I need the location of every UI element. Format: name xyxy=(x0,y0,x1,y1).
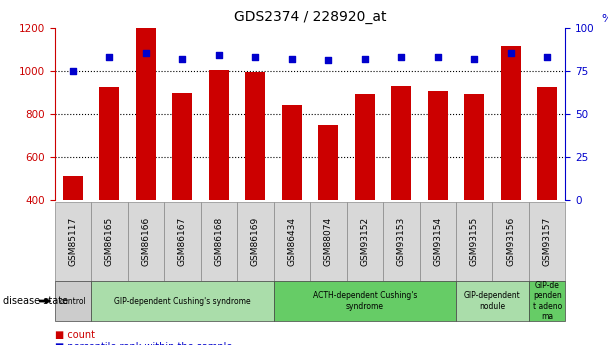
Point xyxy=(178,56,187,61)
Point xyxy=(506,51,516,56)
Bar xyxy=(136,28,156,200)
Point xyxy=(469,56,479,61)
Text: GSM86167: GSM86167 xyxy=(178,217,187,266)
Text: GSM86434: GSM86434 xyxy=(288,217,296,266)
Text: GSM88074: GSM88074 xyxy=(324,217,333,266)
Text: GSM93156: GSM93156 xyxy=(506,217,515,266)
Text: GSM85117: GSM85117 xyxy=(69,217,77,266)
Text: disease state: disease state xyxy=(3,296,68,306)
Text: GSM93155: GSM93155 xyxy=(470,217,478,266)
Text: GSM93153: GSM93153 xyxy=(397,217,406,266)
Point xyxy=(250,54,260,60)
Text: GSM93152: GSM93152 xyxy=(361,217,369,266)
Point xyxy=(542,54,552,60)
Bar xyxy=(172,93,192,200)
Point xyxy=(214,52,224,58)
Bar xyxy=(537,87,557,200)
Bar xyxy=(427,91,447,200)
Bar xyxy=(464,95,484,200)
Text: ■ percentile rank within the sample: ■ percentile rank within the sample xyxy=(55,342,232,345)
Bar xyxy=(391,86,411,200)
Text: GSM93157: GSM93157 xyxy=(543,217,551,266)
Title: GDS2374 / 228920_at: GDS2374 / 228920_at xyxy=(234,10,386,24)
Bar xyxy=(282,105,302,200)
Bar xyxy=(354,95,375,200)
Text: GSM86169: GSM86169 xyxy=(251,217,260,266)
Point xyxy=(105,54,114,60)
Point xyxy=(323,58,333,63)
Text: GSM93154: GSM93154 xyxy=(434,217,442,266)
Bar xyxy=(209,70,229,200)
Bar xyxy=(318,125,338,200)
Text: GIP-dependent Cushing's syndrome: GIP-dependent Cushing's syndrome xyxy=(114,296,250,306)
Bar xyxy=(500,46,520,200)
Bar xyxy=(99,87,119,200)
Point xyxy=(287,56,297,61)
Bar xyxy=(245,72,265,200)
Point xyxy=(68,68,78,73)
Point xyxy=(360,56,370,61)
Text: control: control xyxy=(60,296,86,306)
Text: ACTH-dependent Cushing's
syndrome: ACTH-dependent Cushing's syndrome xyxy=(313,291,417,311)
Point xyxy=(396,54,406,60)
Text: GSM86165: GSM86165 xyxy=(105,217,114,266)
Point xyxy=(433,54,443,60)
Text: GSM86166: GSM86166 xyxy=(142,217,150,266)
Text: ■ count: ■ count xyxy=(55,330,95,339)
Text: GIP-de
penden
t adeno
ma: GIP-de penden t adeno ma xyxy=(533,281,562,321)
Point xyxy=(141,51,151,56)
Text: GIP-dependent
nodule: GIP-dependent nodule xyxy=(464,291,521,311)
Text: %: % xyxy=(601,14,608,24)
Bar xyxy=(63,176,83,200)
Text: GSM86168: GSM86168 xyxy=(215,217,223,266)
